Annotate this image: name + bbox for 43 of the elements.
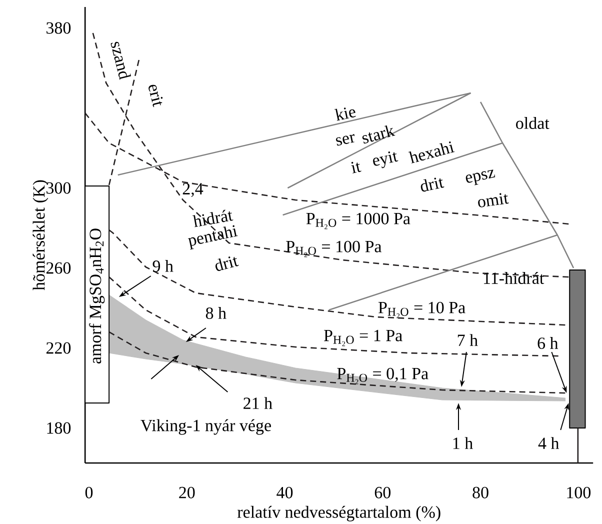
annotation: P$_{H₂O}$ = 100 Pa — [286, 240, 382, 258]
annotation: ser — [336, 134, 355, 146]
x-tick-label: 20 — [179, 486, 195, 498]
annotation: hexahi — [408, 142, 455, 164]
annotation: 9 h — [152, 260, 174, 272]
annotation: 7 h — [458, 334, 478, 346]
annotation: 1 h — [453, 437, 473, 449]
annotation: 2,4 — [182, 183, 204, 197]
annotation: 4 h — [538, 437, 560, 449]
annotation: drit — [420, 178, 444, 192]
x-tick-label: 60 — [374, 486, 391, 498]
annotation: 6 h — [538, 337, 558, 349]
x-tick-label: 100 — [567, 486, 591, 498]
annotation: pentahi — [188, 225, 238, 250]
annotation: eyit — [373, 152, 398, 168]
annotation: 21 h — [244, 397, 272, 409]
annotation: stark — [362, 125, 396, 144]
y-tick-label: 380 — [46, 22, 71, 34]
annotation: hidrát — [192, 210, 234, 228]
annotation: it — [351, 162, 362, 174]
x-tick-label: 0 — [85, 486, 93, 498]
annotation: oldat — [516, 117, 550, 129]
x-tick-label: 80 — [472, 486, 488, 498]
annotation: kie — [334, 108, 356, 121]
annotation: epsz — [466, 170, 496, 186]
annotation: amorf MgSO$_{4}$nH$_{2}$O — [89, 228, 105, 364]
annotation: P$_{H₂O}$ = 1 Pa — [324, 330, 402, 346]
annotation: P$_{H₂O}$ = 1000 Pa — [306, 212, 410, 230]
y-tick-label: 220 — [46, 342, 71, 354]
annotation: omit — [478, 193, 509, 208]
annotation: Viking-1 nyár vége — [140, 419, 271, 435]
x-tick-label: 40 — [276, 486, 293, 498]
annotation: drit — [216, 256, 239, 272]
annotation: P$_{H₂O}$ = 0,1 Pa — [337, 368, 428, 384]
annotation: erit — [148, 84, 163, 108]
y-tick-label: 260 — [46, 262, 71, 274]
annotation: 8 h — [206, 307, 226, 319]
annotation: 11-hidrát — [484, 272, 544, 284]
x-axis-title: relatív nedvességtartalom (%) — [237, 506, 440, 522]
annotation: szand — [110, 42, 132, 80]
y-tick-label: 180 — [47, 422, 71, 434]
y-tick-label: 300 — [46, 182, 71, 194]
annotation: P$_{H₂O}$ = 10 Pa — [378, 302, 466, 318]
